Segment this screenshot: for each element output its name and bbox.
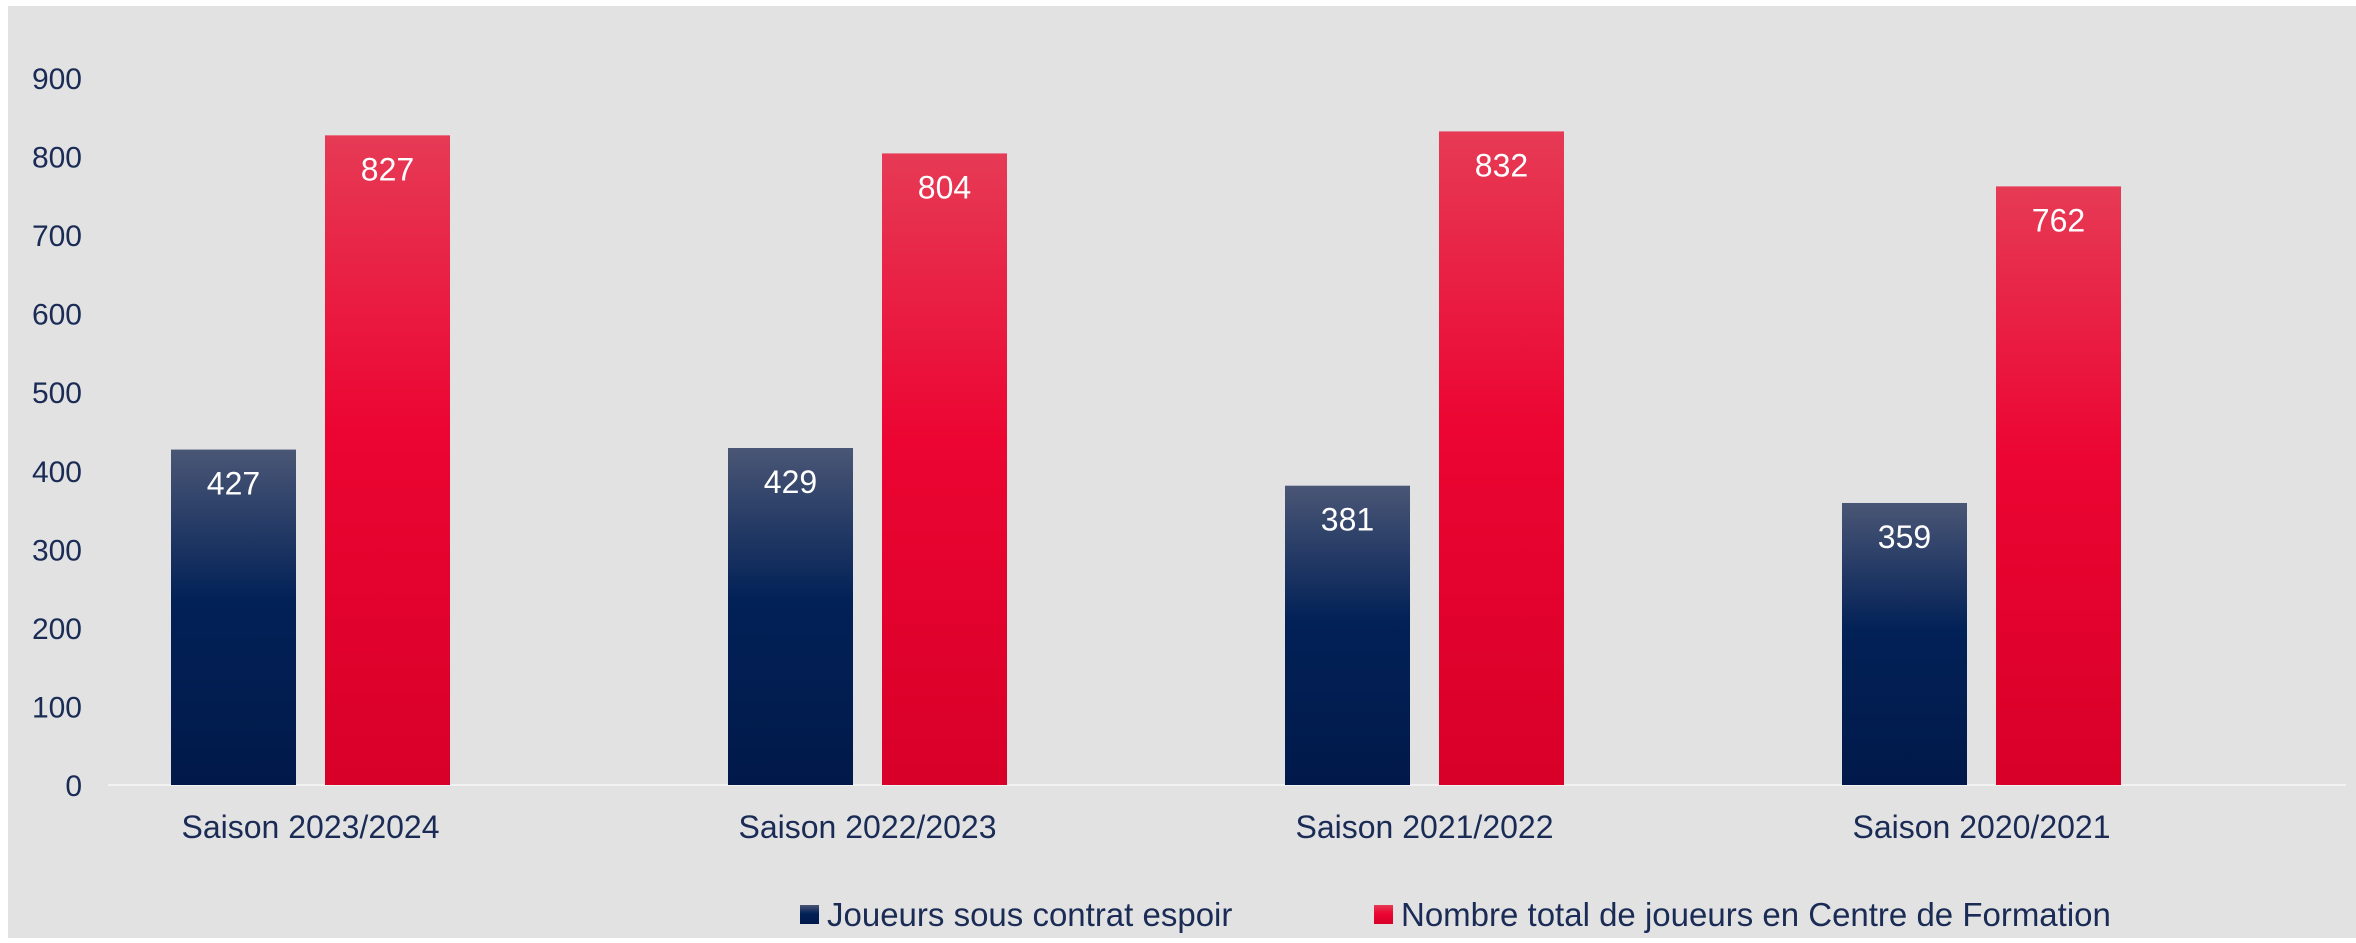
data-label: 427 (207, 466, 260, 502)
bars-group: 427 827 429 804 381 832 359 762 (171, 131, 2121, 785)
category-label: Saison 2023/2024 (182, 809, 440, 845)
data-label: 804 (918, 169, 971, 205)
y-tick-label: 800 (32, 142, 82, 175)
bar-espoir (1842, 502, 1967, 785)
data-label: 762 (2032, 202, 2085, 238)
legend-swatch (800, 905, 819, 924)
data-label: 429 (764, 464, 817, 500)
category-label: Saison 2021/2022 (1296, 809, 1554, 845)
legend: Joueurs sous contrat espoir Nombre total … (800, 896, 2111, 933)
data-label: 381 (1321, 502, 1374, 538)
bar-espoir (728, 447, 853, 785)
category-label: Saison 2022/2023 (739, 809, 997, 845)
y-tick-label: 400 (32, 456, 82, 489)
y-tick-label: 0 (65, 770, 82, 803)
legend-label: Joueurs sous contrat espoir (827, 896, 1232, 933)
data-label: 359 (1878, 519, 1931, 555)
y-tick-label: 900 (32, 63, 82, 96)
y-tick-label: 700 (32, 220, 82, 253)
legend-label: Nombre total de joueurs en Centre de For… (1401, 896, 2111, 933)
bar-total (325, 135, 450, 785)
category-label: Saison 2020/2021 (1853, 809, 2111, 845)
y-axis: 0 100 200 300 400 500 600 700 800 900 (32, 63, 82, 803)
bar-total (1996, 186, 2121, 785)
y-tick-label: 500 (32, 377, 82, 410)
category-labels: Saison 2023/2024 Saison 2022/2023 Saison 2… (182, 809, 2111, 845)
bar-espoir (1285, 485, 1410, 785)
bar-total (882, 153, 1007, 785)
data-label: 832 (1475, 147, 1528, 183)
y-tick-label: 300 (32, 534, 82, 567)
y-tick-label: 600 (32, 299, 82, 332)
bar-espoir (171, 449, 296, 785)
y-tick-label: 100 (32, 691, 82, 724)
bar-total (1439, 131, 1564, 785)
data-label: 827 (361, 151, 414, 187)
y-tick-label: 200 (32, 613, 82, 646)
legend-swatch (1374, 905, 1393, 924)
